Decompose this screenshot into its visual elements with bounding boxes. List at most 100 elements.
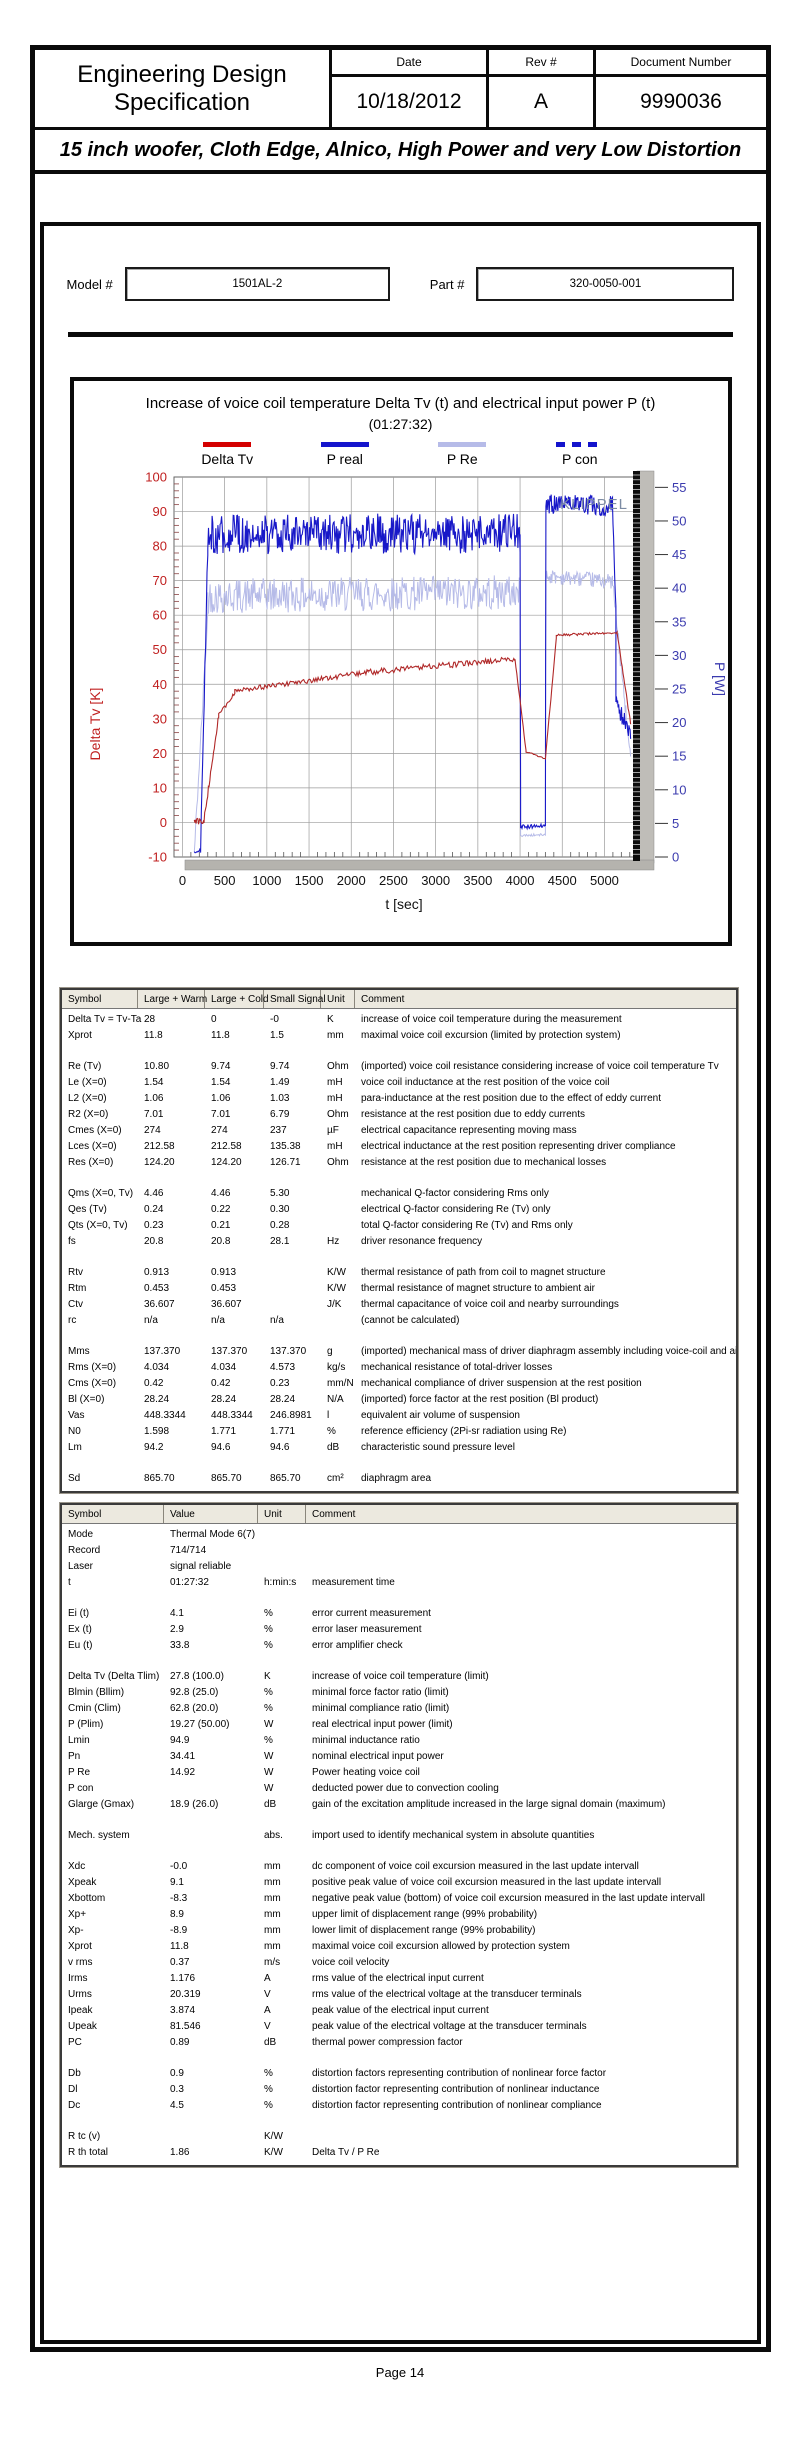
cell: Thermal Mode 6(7): [170, 1529, 256, 1540]
cell: 20.8: [211, 1236, 231, 1247]
cell: -0: [270, 1014, 279, 1025]
cell: minimal force factor ratio (limit): [312, 1687, 449, 1698]
cell: g: [327, 1346, 333, 1357]
date-value: 10/18/2012: [332, 77, 489, 127]
table-row: Res (X=0) 124.20 124.20 126.71 Ohm resistance…: [62, 1155, 736, 1171]
table-row: Mech. system abs. import used to identify …: [62, 1828, 736, 1844]
cell: W: [264, 1751, 274, 1762]
cell: electrical inductance at the rest positi…: [361, 1141, 676, 1152]
cell: electrical Q-factor considering Re (Tv) …: [361, 1204, 551, 1215]
row-group-gap: [62, 1329, 736, 1344]
cell: [264, 1265, 321, 1281]
cell: 62.8 (20.0): [170, 1703, 219, 1714]
cell: voice coil inductance at the rest positi…: [361, 1077, 610, 1088]
cell: 28: [144, 1014, 156, 1025]
row-group-gap: [62, 2114, 736, 2129]
cell: %: [264, 1608, 273, 1619]
legend-item-delta-tv: Delta Tv: [172, 442, 282, 467]
legend-line-swatch: [555, 442, 604, 447]
svg-text:15: 15: [672, 749, 686, 764]
table-row: Xp+ 8.9 mm upper limit of displacement rang…: [62, 1907, 736, 1923]
svg-text:80: 80: [152, 539, 166, 554]
cell: error laser measurement: [312, 1624, 422, 1635]
table-row: Lmin 94.9% minimal inductance ratio: [62, 1733, 736, 1749]
cell: Ei (t): [68, 1608, 90, 1619]
cell: 1.5: [270, 1030, 284, 1041]
cell: 6.79: [270, 1109, 290, 1120]
cell: Ohm: [327, 1157, 349, 1168]
cell: mm: [264, 1909, 281, 1920]
cell: Lces (X=0): [68, 1141, 117, 1152]
table-row: Cms (X=0) 0.42 0.42 0.23 mm/N mechanical comp…: [62, 1376, 736, 1392]
cell: %: [264, 2068, 273, 2079]
legend-item-p-re: P Re: [407, 442, 517, 467]
cell: Qes (Tv): [68, 1204, 107, 1215]
legend-line-swatch: [320, 442, 369, 447]
table-row: fs 20.8 20.8 28.1 Hz driver resonance frequen…: [62, 1234, 736, 1250]
cell: Delta Tv / P Re: [312, 2147, 380, 2158]
cell: Dc: [68, 2100, 81, 2111]
legend-label: P real: [326, 451, 363, 467]
cell: error current measurement: [312, 1608, 431, 1619]
svg-text:4500: 4500: [547, 873, 576, 888]
table-row: P Re 14.92 W Power heating voice coil: [62, 1765, 736, 1781]
row-group-gap: [62, 1591, 736, 1606]
cell: Ctv: [68, 1299, 83, 1310]
cell: K/W: [327, 1267, 346, 1278]
cell: minimal compliance ratio (limit): [312, 1703, 450, 1714]
cell: mm: [327, 1030, 344, 1041]
cell: electrical capacitance representing movi…: [361, 1125, 577, 1136]
cell: 27.8 (100.0): [170, 1671, 224, 1682]
cell: total Q-factor considering Re (Tv) and R…: [361, 1220, 573, 1231]
cell: Rms (X=0): [68, 1362, 117, 1373]
cell: 1.06: [144, 1093, 164, 1104]
cell: 1.86: [170, 2147, 190, 2158]
svg-text:90: 90: [152, 504, 166, 519]
table-row: Qms (X=0, Tv) 4.46 4.46 5.30 mechanical Q-fa…: [62, 1186, 736, 1202]
cell: 19.27 (50.00): [170, 1719, 230, 1730]
cell: Irms: [68, 1973, 88, 1984]
table-row: Bl (X=0) 28.24 28.24 28.24 N/A (imported) for…: [62, 1392, 736, 1408]
svg-text:0: 0: [178, 873, 185, 888]
table-row: Mms 137.370 137.370 137.370 g (imported) mech…: [62, 1344, 736, 1360]
cell: [164, 2129, 258, 2145]
cell: Urms: [68, 1989, 92, 2000]
cell: -0.0: [170, 1861, 188, 1872]
cell: [321, 1202, 355, 1218]
cell: [321, 1218, 355, 1234]
org-title-line2: Specification: [113, 88, 251, 116]
cell: 3.874: [170, 2005, 196, 2016]
cell: Ipeak: [68, 2005, 93, 2016]
cell: Rtm: [68, 1283, 87, 1294]
cell: 11.8: [144, 1030, 163, 1041]
cell: Rtv: [68, 1267, 83, 1278]
cell: peak value of the electrical input curre…: [312, 2005, 489, 2016]
cell: 1.54: [211, 1077, 231, 1088]
cell: h:min:s: [264, 1577, 297, 1588]
cell: mH: [327, 1093, 343, 1104]
cell: 94.6: [211, 1442, 231, 1453]
cell: 36.607: [211, 1299, 242, 1310]
table-row: R th total 1.86 K/W Delta Tv / P Re: [62, 2145, 736, 2161]
svg-text:70: 70: [152, 573, 166, 588]
table-row: Lm 94.2 94.6 94.6 dB characteristic sound pre…: [62, 1440, 736, 1456]
cell: 0.453: [211, 1283, 237, 1294]
cell: 4.034: [144, 1362, 170, 1373]
parameters-table: Symbol Large + Warm Large + Cold Small Sign…: [59, 987, 739, 1494]
cell: %: [264, 1624, 273, 1635]
cell: %: [264, 2100, 273, 2111]
cell: 4.1: [170, 1608, 184, 1619]
row-group-gap: [62, 1844, 736, 1859]
cell: 28.24: [144, 1394, 170, 1405]
cell: 7.01: [211, 1109, 231, 1120]
cell: 33.8: [170, 1640, 190, 1651]
org-title: Engineering Design Specification: [35, 50, 332, 127]
cell: 0.21: [211, 1220, 231, 1231]
cell: [264, 1297, 321, 1313]
svg-text:55: 55: [672, 480, 686, 495]
chart-title: Increase of voice coil temperature Delta…: [145, 395, 656, 412]
cell: P (Plim): [68, 1719, 104, 1730]
